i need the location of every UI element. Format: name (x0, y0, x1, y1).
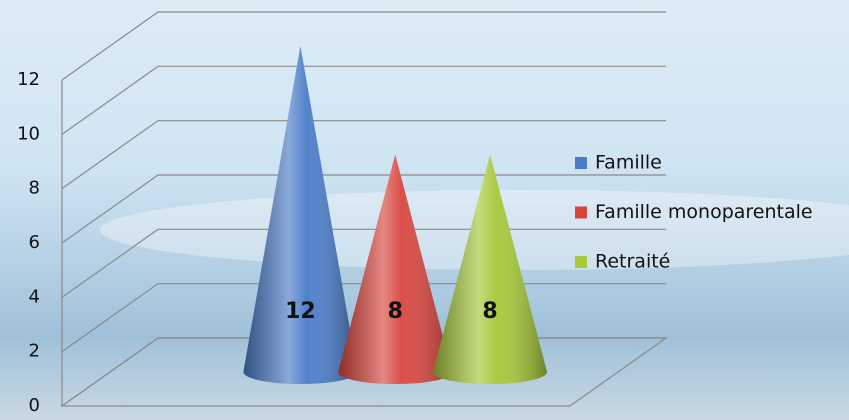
y-tick-label: 10 (17, 123, 40, 144)
data-label: 12 (285, 299, 316, 324)
legend-label: Famille (595, 152, 662, 174)
grid-line (61, 120, 666, 190)
legend-swatch (575, 206, 587, 219)
grid: 0 2 4 6 8 10 12 (17, 11, 668, 416)
data-label: 8 (388, 299, 403, 324)
cone-shade (243, 46, 358, 384)
y-tick-label: 0 (29, 395, 40, 416)
legend: Famille Famille monoparentale Retraité (575, 152, 813, 273)
y-tick-label: 2 (29, 341, 40, 362)
cone-shade (433, 154, 548, 384)
y-tick-label: 4 (29, 286, 40, 307)
y-tick-label: 12 (17, 69, 40, 90)
legend-swatch (575, 256, 587, 268)
legend-label: Retraité (595, 251, 670, 273)
y-tick-label: 6 (29, 232, 40, 253)
data-label: 8 (482, 299, 497, 324)
cone-shade (338, 154, 453, 384)
grid-line (61, 11, 666, 81)
legend-swatch (575, 157, 587, 169)
grid-line (61, 65, 666, 135)
y-tick-label: 8 (29, 178, 40, 199)
legend-label: Famille monoparentale (595, 201, 813, 223)
plot: 12 8 8 (243, 46, 548, 384)
grid-line (61, 174, 666, 244)
